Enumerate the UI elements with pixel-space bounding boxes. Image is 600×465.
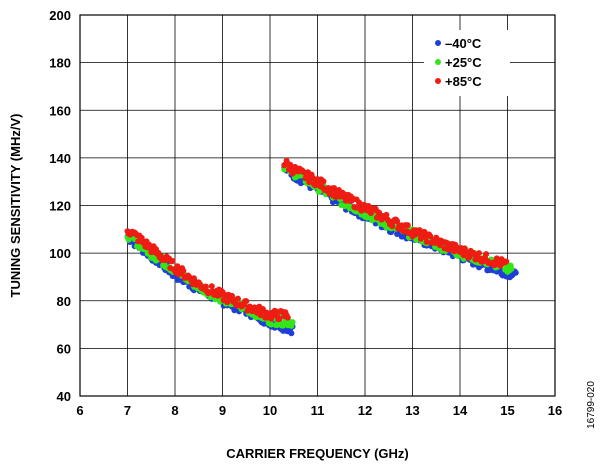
- legend-label: +25°C: [445, 55, 482, 70]
- y-tick-label: 160: [49, 103, 71, 118]
- legend-label: –40°C: [445, 36, 482, 51]
- data-point: [289, 319, 296, 326]
- x-tick-label: 14: [453, 403, 468, 418]
- legend: –40°C +25°C +85°C: [424, 30, 510, 96]
- legend-marker: [435, 59, 441, 65]
- figure-id: 16799-020: [586, 381, 597, 429]
- x-tick-label: 13: [405, 403, 419, 418]
- data-marks: [124, 157, 519, 337]
- data-point: [268, 321, 275, 328]
- data-point: [243, 298, 250, 305]
- data-point: [284, 314, 291, 321]
- data-point: [224, 299, 231, 306]
- legend-label: +85°C: [445, 74, 482, 89]
- data-point: [404, 222, 411, 229]
- y-tick-label: 180: [49, 56, 71, 71]
- x-tick-label: 16: [548, 403, 562, 418]
- x-tick-label: 8: [171, 403, 178, 418]
- data-point: [512, 269, 519, 276]
- data-point: [287, 161, 294, 168]
- x-tick-label: 10: [263, 403, 277, 418]
- data-point: [383, 211, 390, 218]
- y-tick-label: 80: [57, 294, 71, 309]
- x-tick-label: 12: [358, 403, 372, 418]
- data-point: [508, 265, 515, 272]
- tick-labels: 6 7 8 9 10 11 12 13 14 15 16 40 60 80 100 120 140 160 180 2…: [49, 8, 562, 418]
- plot-frame: [79, 14, 556, 397]
- data-point: [234, 295, 241, 302]
- y-tick-label: 200: [49, 8, 71, 23]
- series-2: [124, 157, 510, 323]
- data-point: [169, 257, 176, 264]
- data-point: [423, 238, 430, 245]
- x-tick-label: 7: [124, 403, 131, 418]
- data-point: [174, 263, 181, 270]
- data-point: [461, 245, 468, 252]
- data-point: [208, 283, 215, 290]
- data-point: [276, 315, 283, 322]
- data-point: [356, 199, 363, 206]
- data-point: [503, 258, 510, 265]
- legend-marker: [435, 40, 441, 46]
- data-point: [312, 182, 319, 189]
- y-tick-label: 40: [57, 389, 71, 404]
- data-point: [288, 330, 295, 337]
- y-tick-label: 100: [49, 246, 71, 261]
- legend-marker: [435, 78, 441, 84]
- data-point: [476, 250, 482, 257]
- y-tick-label: 60: [57, 341, 71, 356]
- x-axis-label: CARRIER FREQUENCY (GHz): [226, 446, 409, 461]
- data-point: [180, 267, 187, 274]
- y-tick-label: 120: [49, 199, 71, 214]
- data-point: [125, 236, 132, 243]
- data-point: [483, 251, 490, 258]
- data-point: [389, 223, 396, 230]
- data-point: [202, 283, 209, 290]
- data-point: [394, 218, 401, 225]
- data-point: [320, 178, 327, 185]
- y-axis-label: TUNING SENSITIVITY (MHz/V): [8, 114, 23, 298]
- x-tick-label: 9: [219, 403, 226, 418]
- x-tick-label: 15: [500, 403, 514, 418]
- y-tick-label: 140: [49, 151, 71, 166]
- x-tick-label: 6: [76, 403, 83, 418]
- data-point: [229, 292, 235, 299]
- data-point: [427, 233, 434, 240]
- x-tick-label: 11: [311, 403, 325, 418]
